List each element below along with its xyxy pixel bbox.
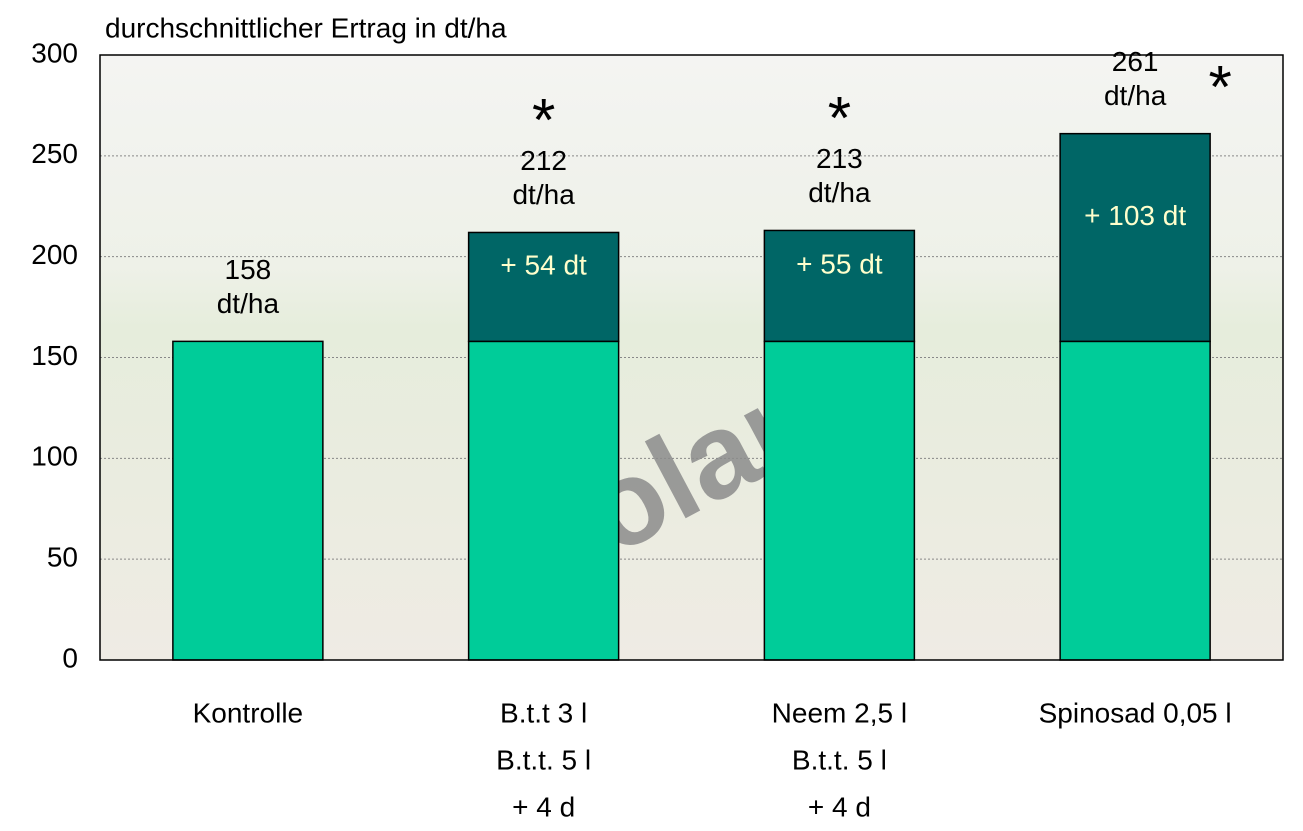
significance-mark: * [1208,53,1231,120]
y-axis-title: durchschnittlicher Ertrag in dt/ha [105,12,507,43]
y-tick-label: 250 [31,138,78,169]
y-tick-label: 300 [31,37,78,68]
y-tick-label: 0 [62,642,78,673]
total-unit: dt/ha [512,179,575,210]
value-label: + 103 dt [1084,200,1186,231]
total-unit: dt/ha [808,177,871,208]
x-tick-label: B.t.t. 5 l [496,744,591,775]
plot-frame [99,54,1284,661]
total-unit: dt/ha [217,288,280,319]
total-label: 213 [816,143,863,174]
x-tick-label: Neem 2,5 l [772,697,907,728]
bar-segment [1059,132,1211,343]
bar-segment [763,340,916,661]
value-label: + 54 dt [500,249,587,280]
x-tick-label: + 4 d [512,791,575,822]
x-tick-label: Kontrolle [193,697,304,728]
total-unit: dt/ha [1104,80,1167,111]
total-label: 212 [520,145,567,176]
total-label: 158 [225,254,272,285]
significance-mark: * [532,86,555,153]
y-tick-label: 100 [31,441,78,472]
y-tick-label: 50 [47,542,78,573]
total-label: 261 [1112,46,1159,77]
plot: 050100150200250300SolaraKontrolle158dt/h… [31,37,1283,822]
y-tick-label: 200 [31,239,78,270]
x-tick-label: B.t.t 3 l [500,697,587,728]
bar-segment [1059,340,1211,661]
bar-segment [763,229,916,343]
significance-mark: * [828,84,851,151]
x-tick-label: + 4 d [808,791,871,822]
y-tick-label: 150 [31,340,78,371]
value-label: + 55 dt [796,248,883,279]
x-tick-label: Spinosad 0,05 l [1039,697,1232,728]
bar-segment [172,340,324,661]
x-tick-label: B.t.t. 5 l [792,744,887,775]
bar-segment [467,340,620,661]
bar-segment [467,231,620,343]
